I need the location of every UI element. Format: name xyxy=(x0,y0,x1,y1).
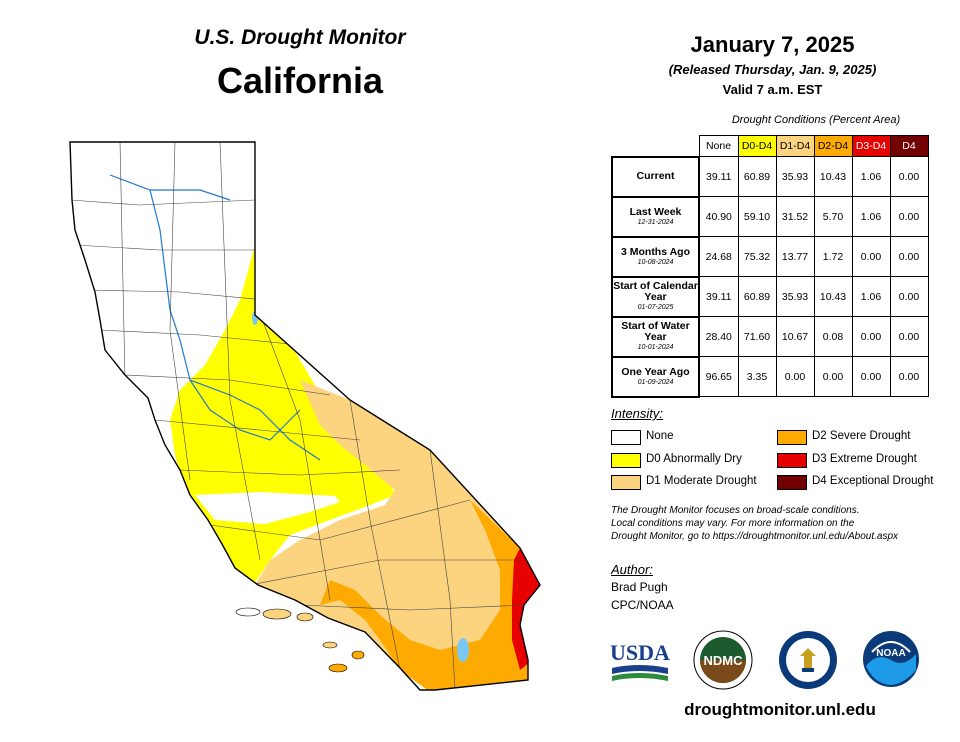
table-header-row: None D0-D4 D1-D4 D2-D4 D3-D4 D4 xyxy=(612,135,929,157)
table-cell: 35.93 xyxy=(775,276,815,317)
col-d4: D4 xyxy=(889,135,929,157)
legend-label: D0 Abnormally Dry xyxy=(646,453,742,465)
commerce-seal-icon xyxy=(779,631,837,689)
row-label: One Year Ago 01-09-2024 xyxy=(611,355,700,398)
legend-swatch xyxy=(611,453,641,468)
table-cell: 75.32 xyxy=(737,236,777,277)
row-label: Start of Water Year 10-01-2024 xyxy=(611,315,700,358)
valid-time: Valid 7 a.m. EST xyxy=(722,82,823,97)
row-label: 3 Months Ago 10-08-2024 xyxy=(611,235,700,278)
table-cell: 3.35 xyxy=(737,356,777,397)
table-cell: 0.00 xyxy=(889,236,929,277)
legend-swatch xyxy=(777,475,807,490)
table-cell: 0.00 xyxy=(889,156,929,197)
table-cell: 59.10 xyxy=(737,196,777,237)
col-d0-d4: D0-D4 xyxy=(737,135,777,157)
usda-logo-icon: USDA xyxy=(610,640,670,681)
table-cell: 10.67 xyxy=(775,316,815,357)
table-cell: 96.65 xyxy=(698,356,739,397)
state-outline xyxy=(69,141,541,691)
author-name: Brad Pugh xyxy=(611,580,668,594)
table-cell: 10.43 xyxy=(813,156,853,197)
col-none: None xyxy=(698,135,739,157)
release-date: (Released Thursday, Jan. 9, 2025) xyxy=(668,62,877,77)
table-cell: 0.00 xyxy=(889,196,929,237)
table-cell: 1.06 xyxy=(851,156,891,197)
table-cell: 0.00 xyxy=(889,276,929,317)
legend-label: D4 Exceptional Drought xyxy=(812,475,934,487)
row-label: Last Week 12-31-2024 xyxy=(611,195,700,238)
noaa-logo-icon: NOAA xyxy=(863,631,919,687)
row-label: Start of Calendar Year 01-07-2025 xyxy=(611,275,700,318)
channel-islands xyxy=(235,607,365,673)
california-drought-map xyxy=(69,141,541,691)
ndmc-logo-icon: NDMC xyxy=(693,630,753,690)
author-title: Author: xyxy=(611,562,653,577)
table-row: 3 Months Ago 10-08-2024 24.68 75.32 13.77… xyxy=(611,235,929,278)
legend-label: None xyxy=(646,430,674,442)
table-cell: 0.00 xyxy=(889,356,929,397)
legend-swatch xyxy=(611,475,641,490)
col-d3-d4: D3-D4 xyxy=(851,135,891,157)
drought-conditions-table: None D0-D4 D1-D4 D2-D4 D3-D4 D4 Current … xyxy=(611,135,929,398)
table-cell: 24.68 xyxy=(698,236,739,277)
table-row: Start of Calendar Year 01-07-2025 39.11 6… xyxy=(611,275,929,318)
table-cell: 13.77 xyxy=(775,236,815,277)
table-cell: 0.00 xyxy=(851,356,891,397)
intensity-title: Intensity: xyxy=(611,406,664,421)
table-cell: 39.11 xyxy=(698,276,739,317)
legend-label: D1 Moderate Drought xyxy=(646,475,757,487)
footer-url[interactable]: droughtmonitor.unl.edu xyxy=(684,700,876,719)
table-cell: 40.90 xyxy=(698,196,739,237)
table-row: Last Week 12-31-2024 40.90 59.10 31.52 5.… xyxy=(611,195,929,238)
row-label: Current xyxy=(611,155,700,198)
table-cell: 0.08 xyxy=(813,316,853,357)
map-title: California xyxy=(216,60,384,101)
table-cell: 1.72 xyxy=(813,236,853,277)
table-cell: 60.89 xyxy=(737,156,777,197)
table-cell: 1.06 xyxy=(851,276,891,317)
table-cell: 28.40 xyxy=(698,316,739,357)
report-date: January 7, 2025 xyxy=(690,32,855,57)
legend-swatch xyxy=(777,453,807,468)
table-cell: 35.93 xyxy=(775,156,815,197)
table-row: Start of Water Year 10-01-2024 28.40 71.6… xyxy=(611,315,929,358)
table-cell: 0.00 xyxy=(851,316,891,357)
table-cell: 60.89 xyxy=(737,276,777,317)
table-cell: 5.70 xyxy=(813,196,853,237)
col-d2-d4: D2-D4 xyxy=(813,135,853,157)
table-cell: 0.00 xyxy=(813,356,853,397)
legend-swatch xyxy=(611,430,641,445)
table-cell: 10.43 xyxy=(813,276,853,317)
svg-text:NDMC: NDMC xyxy=(704,653,744,668)
map-subtitle: U.S. Drought Monitor xyxy=(194,26,406,49)
table-cell: 31.52 xyxy=(775,196,815,237)
table-cell: 71.60 xyxy=(737,316,777,357)
table-cell: 1.06 xyxy=(851,196,891,237)
table-cell: 0.00 xyxy=(851,236,891,277)
col-d1-d4: D1-D4 xyxy=(775,135,815,157)
legend-label: D3 Extreme Drought xyxy=(812,453,917,465)
table-caption: Drought Conditions (Percent Area) xyxy=(731,114,901,126)
table-cell: 0.00 xyxy=(775,356,815,397)
author-org: CPC/NOAA xyxy=(611,598,674,612)
table-cell: 0.00 xyxy=(889,316,929,357)
disclaimer-note: The Drought Monitor focuses on broad-sca… xyxy=(611,505,899,542)
table-row: Current 39.11 60.89 35.93 10.43 1.06 0.0… xyxy=(611,155,929,198)
svg-text:USDA: USDA xyxy=(610,640,670,665)
table-cell: 39.11 xyxy=(698,156,739,197)
drought-categories xyxy=(70,142,540,690)
svg-text:NOAA: NOAA xyxy=(876,648,905,659)
table-row: One Year Ago 01-09-2024 96.65 3.35 0.00 0… xyxy=(611,355,929,398)
legend-label: D2 Severe Drought xyxy=(812,430,911,442)
legend-swatch xyxy=(777,430,807,445)
